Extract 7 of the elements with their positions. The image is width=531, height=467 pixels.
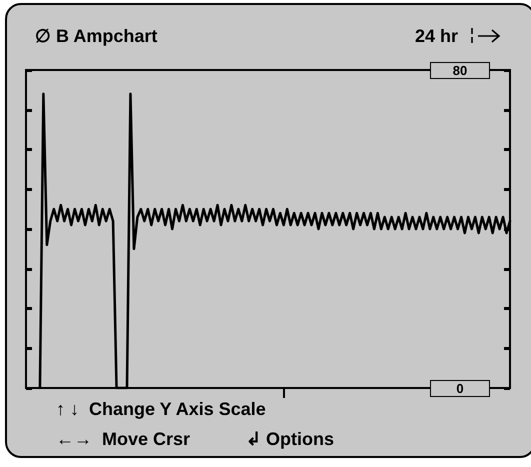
chart-title: ∅ B Ampchart — [35, 26, 158, 46]
text: ←→ Move Crsr — [56, 429, 190, 449]
chart-subtitle: 24 hr — [414, 26, 458, 46]
y-tick-label: 80 — [452, 62, 468, 78]
text: ↲ Options — [246, 429, 334, 449]
y-tick-label: 0 — [456, 380, 464, 396]
text: ↑ ↓ Change Y Axis Scale — [56, 399, 266, 419]
